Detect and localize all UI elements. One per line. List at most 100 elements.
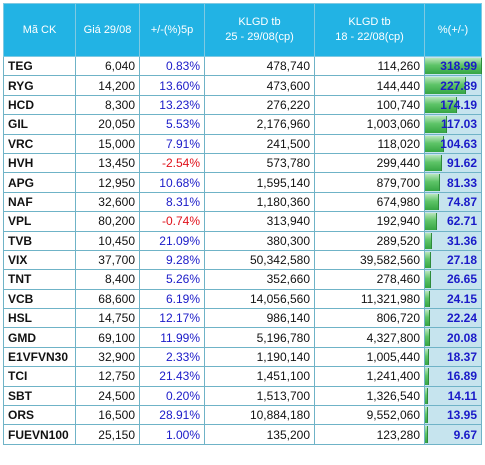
price-cell: 32,600 (75, 191, 140, 213)
header-price[interactable]: Giá 29/08 (75, 3, 140, 57)
ratio-cell: 62.71 (424, 211, 482, 232)
header-volume-previous[interactable]: KLGD tb 18 - 22/08(cp) (314, 3, 425, 57)
ratio-value: 14.11 (447, 388, 477, 403)
change-cell: 28.91% (139, 405, 205, 426)
header-code[interactable]: Mã CK (3, 3, 76, 57)
ratio-value: 27.18 (446, 253, 477, 268)
ratio-value: 174.19 (440, 97, 477, 112)
ratio-bar-fill (425, 426, 428, 443)
table-row[interactable]: RYG 14,200 13.60% 473,600 144,440 227.89 (3, 75, 482, 96)
table-row[interactable]: E1VFVN30 32,900 2.33% 1,190,140 1,005,440 18.… (3, 346, 482, 368)
ratio-value: 16.89 (446, 369, 477, 384)
header-volume-current[interactable]: KLGD tb 25 - 29/08(cp) (204, 3, 315, 57)
volume-previous-cell: 806,720 (314, 308, 425, 329)
volume-current-cell: 573,780 (204, 152, 315, 174)
table-row[interactable]: NAF 32,600 8.31% 1,180,360 674,980 74.87 (3, 191, 482, 213)
ticker-code: TEG (3, 55, 76, 77)
price-cell: 14,750 (75, 308, 140, 329)
volume-current-cell: 1,180,360 (204, 191, 315, 213)
ratio-cell: 20.08 (424, 327, 482, 348)
ratio-value: 9.67 (453, 427, 477, 442)
ratio-value: 318.99 (440, 59, 477, 74)
volume-previous-cell: 278,460 (314, 269, 425, 290)
change-cell: 2.33% (139, 346, 205, 368)
table-header-row: Mã CK Giá 29/08 +/-(%)5p KLGD tb 25 - 29… (3, 3, 482, 57)
change-cell: -0.74% (139, 211, 205, 232)
price-cell: 24,500 (75, 385, 140, 407)
ratio-cell: 104.63 (424, 133, 482, 154)
ratio-value: 74.87 (446, 194, 477, 209)
ticker-code: VPL (3, 211, 76, 232)
ratio-value: 24.15 (446, 291, 477, 306)
change-cell: 10.68% (139, 172, 205, 193)
ratio-bar-fill (425, 77, 466, 94)
ratio-bar-fill (425, 174, 441, 191)
table-row[interactable]: GIL 20,050 5.53% 2,176,960 1,003,060 117.03 (3, 114, 482, 135)
table-row[interactable]: TCI 12,750 21.43% 1,451,100 1,241,400 16.89 (3, 366, 482, 387)
volume-current-cell: 473,600 (204, 75, 315, 96)
table-row[interactable]: VIX 37,700 9.28% 50,342,580 39,582,560 27.18 (3, 249, 482, 271)
change-cell: 12.17% (139, 308, 205, 329)
price-cell: 20,050 (75, 114, 140, 135)
ratio-bar-fill (425, 290, 431, 308)
table-row[interactable]: ORS 16,500 28.91% 10,884,180 9,552,060 13.95 (3, 405, 482, 426)
ticker-code: APG (3, 172, 76, 193)
volume-current-cell: 276,220 (204, 94, 315, 116)
header-change[interactable]: +/-(%)5p (139, 3, 205, 57)
ratio-cell: 22.24 (424, 308, 482, 329)
price-cell: 69,100 (75, 327, 140, 348)
volume-current-cell: 986,140 (204, 308, 315, 329)
ticker-code: GIL (3, 114, 76, 135)
volume-current-cell: 50,342,580 (204, 249, 315, 271)
table-row[interactable]: HSL 14,750 12.17% 986,140 806,720 22.24 (3, 308, 482, 329)
table-row[interactable]: VRC 15,000 7.91% 241,500 118,020 104.63 (3, 133, 482, 154)
header-volume-current-line1: KLGD tb (238, 16, 281, 28)
ratio-cell: 117.03 (424, 114, 482, 135)
ticker-code: RYG (3, 75, 76, 96)
ticker-code: TVB (3, 230, 76, 251)
volume-previous-cell: 289,520 (314, 230, 425, 251)
table-row[interactable]: TNT 8,400 5.26% 352,660 278,460 26.65 (3, 269, 482, 290)
change-cell: -2.54% (139, 152, 205, 174)
ratio-value: 13.95 (446, 408, 477, 423)
ratio-value: 22.24 (446, 311, 477, 326)
table-row[interactable]: FUEVN100 25,150 1.00% 135,200 123,280 9.67 (3, 424, 482, 445)
table-row[interactable]: TVB 10,450 21.09% 380,300 289,520 31.36 (3, 230, 482, 251)
price-cell: 68,600 (75, 288, 140, 310)
ticker-code: TNT (3, 269, 76, 290)
volume-previous-cell: 118,020 (314, 133, 425, 154)
ratio-bar-fill (425, 96, 457, 114)
table-row[interactable]: GMD 69,100 11.99% 5,196,780 4,327,800 20.08 (3, 327, 482, 348)
ticker-code: TCI (3, 366, 76, 387)
table-row[interactable]: VCB 68,600 6.19% 14,056,560 11,321,980 24.15 (3, 288, 482, 310)
ratio-cell: 13.95 (424, 405, 482, 426)
price-cell: 14,200 (75, 75, 140, 96)
header-volume-previous-line2: 18 - 22/08(cp) (335, 31, 404, 43)
ratio-cell: 18.37 (424, 346, 482, 368)
table-row[interactable]: VPL 80,200 -0.74% 313,940 192,940 62.71 (3, 211, 482, 232)
table-row[interactable]: HVH 13,450 -2.54% 573,780 299,440 91.62 (3, 152, 482, 174)
table-row[interactable]: TEG 6,040 0.83% 478,740 114,260 318.99 (3, 55, 482, 77)
header-ratio[interactable]: %(+/-) (424, 3, 482, 57)
table-row[interactable]: SBT 24,500 0.20% 1,513,700 1,326,540 14.11 (3, 385, 482, 407)
volume-change-table-container: Mã CK Giá 29/08 +/-(%)5p KLGD tb 25 - 29… (3, 3, 482, 462)
price-cell: 8,400 (75, 269, 140, 290)
ticker-code: VCB (3, 288, 76, 310)
table-row[interactable]: APG 12,950 10.68% 1,595,140 879,700 81.33 (3, 172, 482, 193)
ratio-bar-fill (425, 251, 431, 269)
ticker-code: E1VFVN30 (3, 346, 76, 368)
ratio-value: 62.71 (446, 214, 477, 229)
price-cell: 32,900 (75, 346, 140, 368)
ratio-cell: 91.62 (424, 152, 482, 174)
ratio-cell: 27.18 (424, 249, 482, 271)
ratio-bar-fill (425, 368, 429, 385)
table-row[interactable]: HCD 8,300 13.23% 276,220 100,740 174.19 (3, 94, 482, 116)
ratio-bar-fill (425, 58, 482, 75)
ratio-value: 18.37 (446, 350, 477, 365)
ratio-value: 81.33 (446, 175, 477, 190)
volume-previous-cell: 1,326,540 (314, 385, 425, 407)
ratio-cell: 26.65 (424, 269, 482, 290)
volume-current-cell: 5,196,780 (204, 327, 315, 348)
change-cell: 5.26% (139, 269, 205, 290)
volume-previous-cell: 192,940 (314, 211, 425, 232)
